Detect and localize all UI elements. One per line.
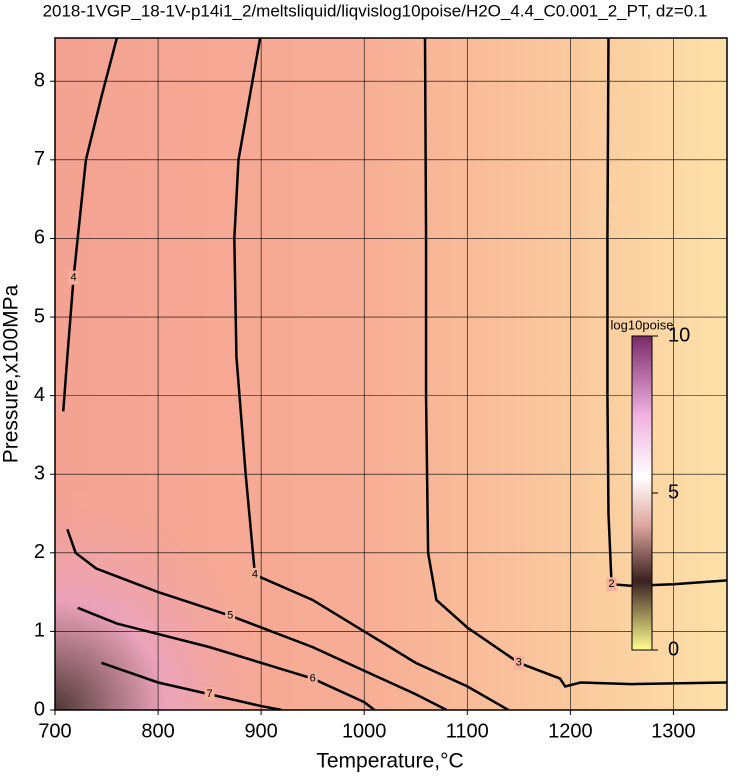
contour-line	[61, 38, 119, 412]
colorbar-ticks: 0 5 10	[652, 324, 690, 660]
y-tick-label: 1	[34, 620, 45, 642]
colorbar-label: log10poise	[611, 317, 674, 332]
contour-label-bg	[68, 270, 79, 285]
y-axis-label: Pressure,x100MPa	[0, 284, 23, 463]
y-tick-label: 3	[34, 462, 45, 484]
x-tick-label: 900	[244, 720, 277, 742]
contour-line	[77, 606, 376, 710]
colorbar	[631, 335, 653, 651]
colorbar-tick-label: 5	[668, 481, 679, 503]
frame	[54, 37, 728, 711]
contour-label-bg	[225, 608, 236, 623]
colorbar-tick-label: 10	[668, 324, 690, 346]
contour-label-bg	[307, 671, 318, 686]
contour-line	[423, 38, 727, 688]
y-tick-label: 2	[34, 541, 45, 563]
x-axis-label: Temperature,°C	[316, 750, 463, 773]
plot-area: 2 3 4 4 5 6 7	[55, 38, 727, 710]
contour-label-bg	[204, 687, 215, 702]
contour-label-bg	[513, 655, 524, 670]
contour-label-bg	[606, 577, 617, 592]
x-tick-label: 700	[38, 720, 71, 742]
contour-label: 3	[516, 657, 522, 669]
y-tick-label: 5	[34, 305, 45, 327]
y-tick-label: 8	[34, 70, 45, 92]
contour-line	[606, 38, 727, 588]
chart-title: 2018-1VGP_18-1V-p14i1_2/meltsliquid/liqv…	[43, 1, 708, 20]
y-tick-label: 0	[34, 698, 45, 720]
x-tick-label: 1200	[548, 720, 593, 742]
contour-label: 6	[310, 672, 316, 684]
x-tick-label: 1300	[651, 720, 696, 742]
contour-label: 4	[70, 272, 76, 284]
plot-shade	[55, 38, 727, 710]
colorbar-tick-label: 0	[668, 638, 679, 660]
y-tick-label: 4	[34, 384, 45, 406]
x-tick-label: 800	[141, 720, 174, 742]
x-tick-label: 1100	[446, 720, 489, 742]
contour-label: 5	[227, 610, 233, 622]
y-tick-label: 6	[34, 227, 45, 249]
contour-label: 7	[207, 688, 213, 700]
y-tick-label: 7	[34, 148, 45, 170]
x-tick-label: 1000	[342, 720, 387, 742]
contour-label-bg	[249, 567, 260, 582]
contour-label: 2	[609, 578, 615, 590]
contour-label: 4	[252, 569, 258, 581]
